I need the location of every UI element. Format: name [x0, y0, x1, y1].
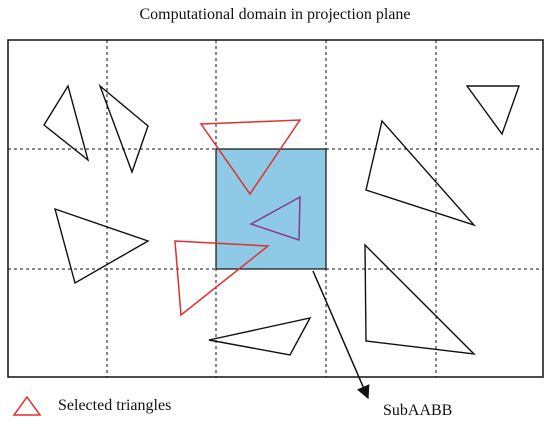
domain-border [7, 39, 544, 378]
overlap-triangle [249, 195, 301, 242]
triangle [364, 243, 476, 355]
selected-triangles [174, 119, 302, 317]
legend-triangle-icon [12, 395, 42, 416]
triangle [53, 207, 150, 285]
triangle [365, 119, 477, 227]
selected-triangle [199, 119, 302, 196]
unselected-triangles [43, 83, 520, 356]
subaabb-box [215, 148, 327, 270]
triangle [43, 84, 90, 162]
triangle [208, 316, 312, 356]
selected-triangle [174, 240, 271, 317]
triangle [98, 83, 149, 175]
diagram-title: Computational domain in projection plane [139, 6, 411, 23]
legend-label: Selected triangles [58, 397, 172, 414]
subaabb-label: SubAABB [383, 402, 453, 419]
subaabb-arrow [312, 270, 370, 400]
triangle [465, 85, 520, 136]
grid-lines [8, 40, 543, 377]
